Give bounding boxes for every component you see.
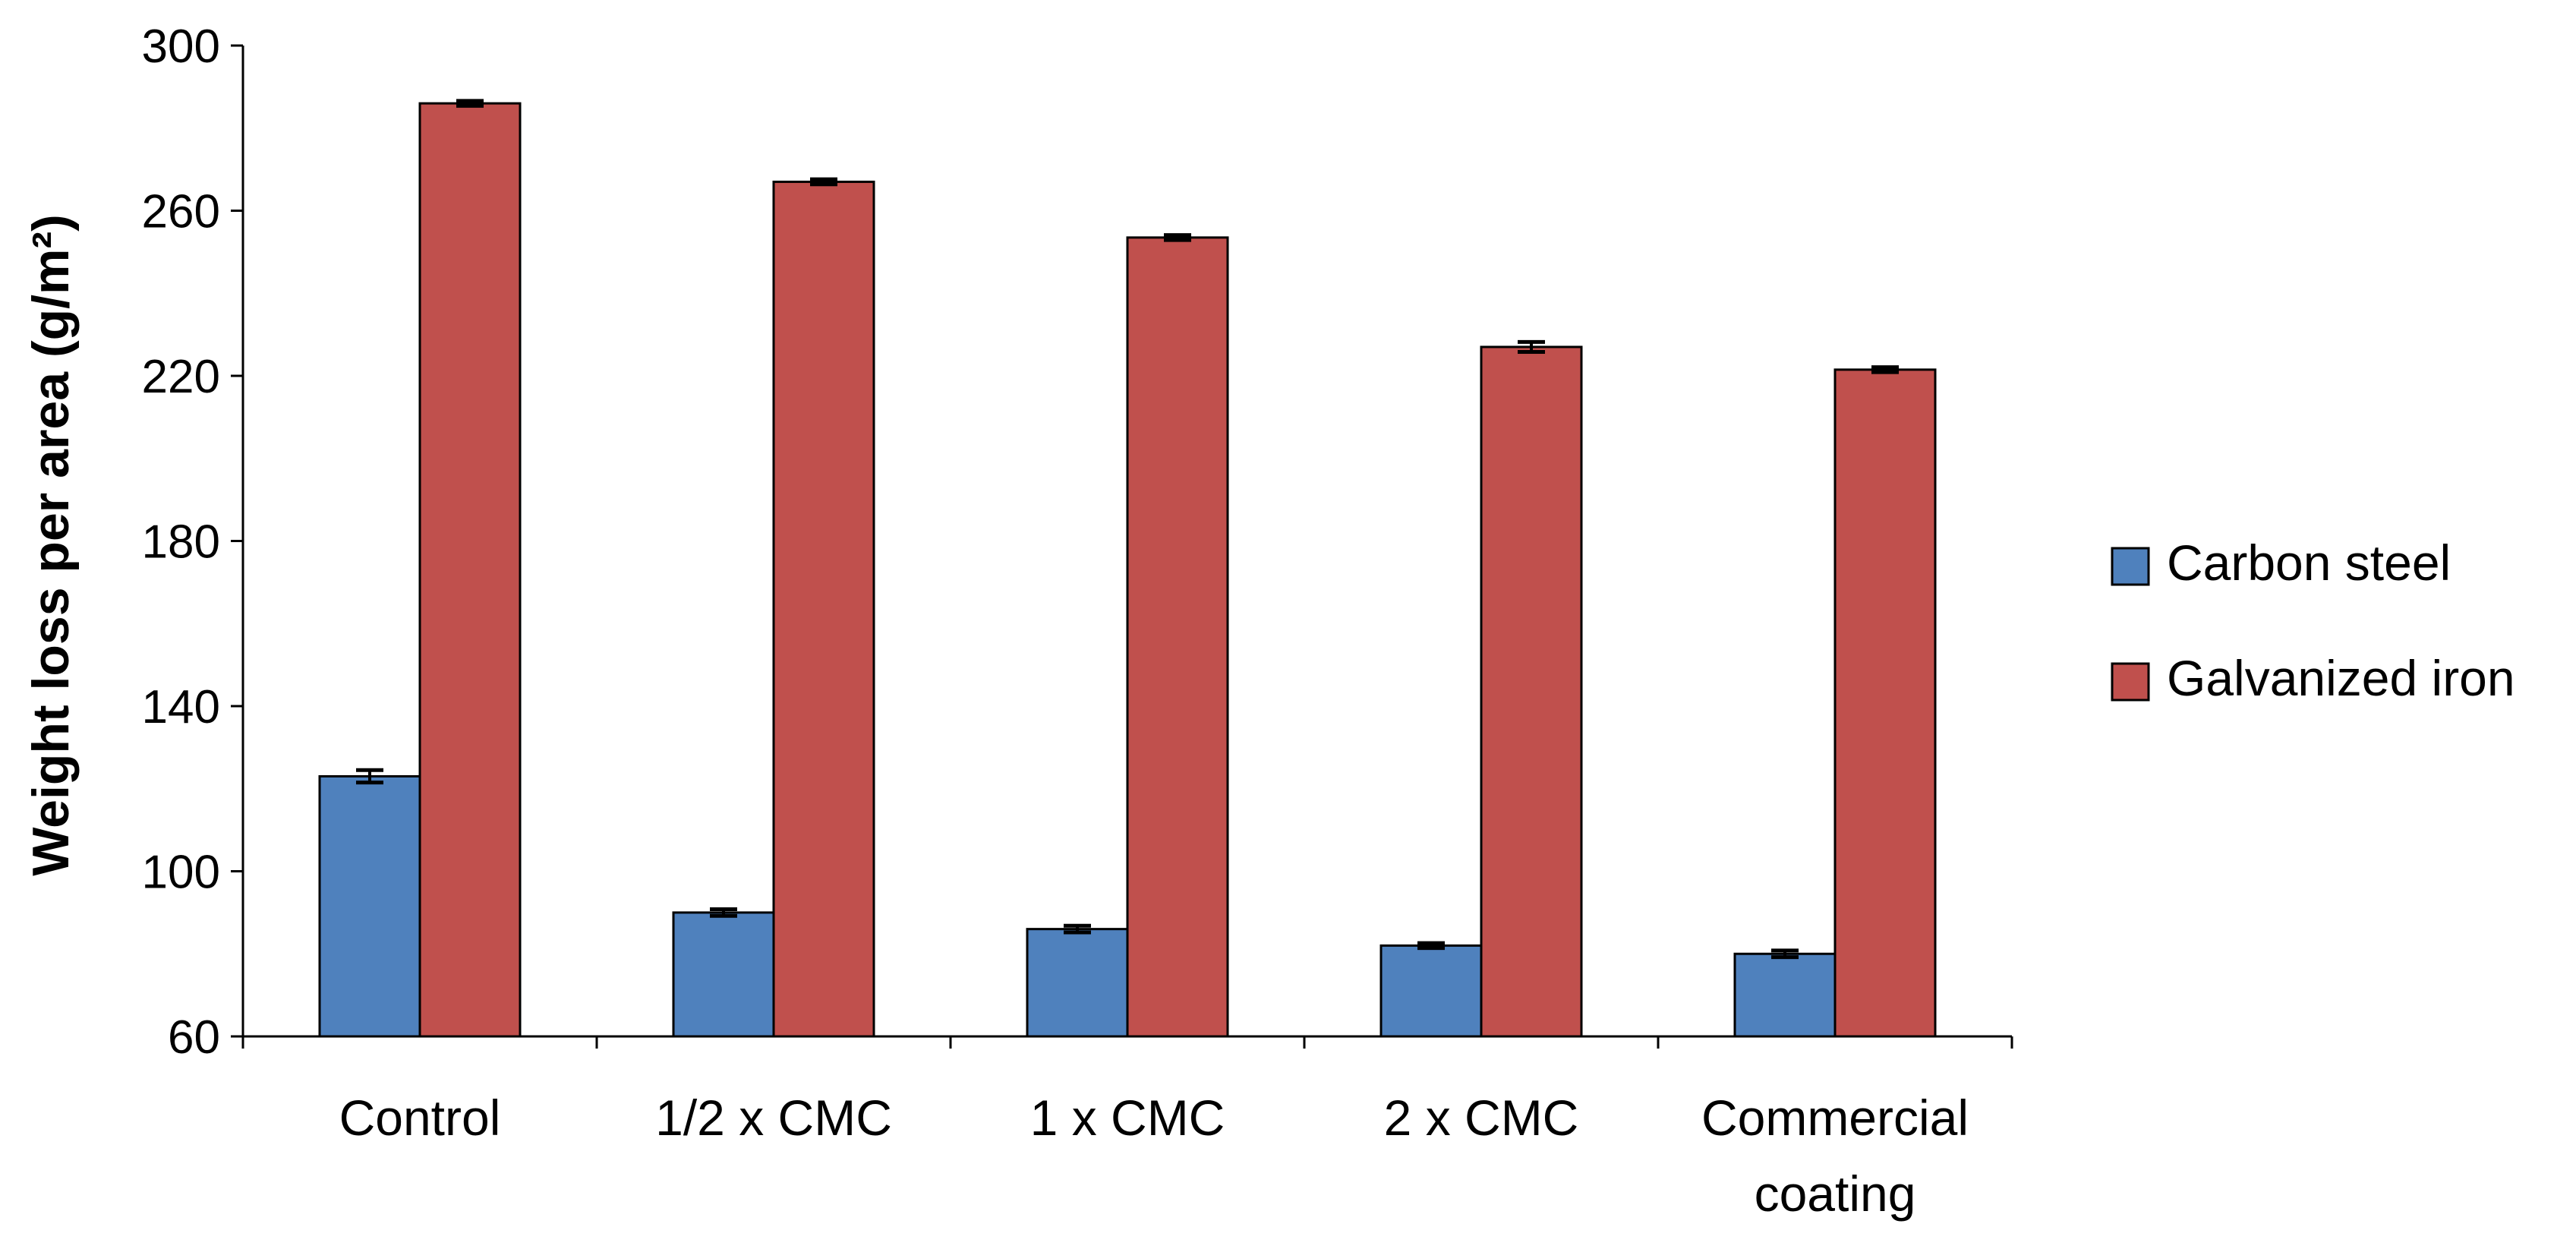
y-axis-title: Weight loss per area (g/m²) [22, 214, 80, 876]
x-tick-label: Commercial [1701, 1090, 1969, 1146]
bar [1126, 236, 1229, 1038]
y-tick-label: 60 [168, 1011, 220, 1064]
bar [418, 102, 522, 1038]
y-tick-label: 260 [142, 186, 220, 238]
legend-label: Carbon steel [2167, 535, 2451, 591]
y-tick-label: 100 [142, 847, 220, 899]
legend-swatch [2111, 547, 2150, 586]
legend-label: Galvanized iron [2167, 650, 2515, 706]
bar [772, 180, 875, 1038]
x-tick-label: 2 x CMC [1384, 1090, 1579, 1146]
bar [318, 774, 421, 1038]
x-tick-label: Control [339, 1090, 501, 1146]
y-tick-label: 220 [142, 351, 220, 403]
bar [1733, 952, 1837, 1038]
y-tick-label: 180 [142, 516, 220, 569]
x-tick-label: coating [1755, 1165, 1916, 1222]
y-tick-label: 140 [142, 681, 220, 733]
bar [1026, 928, 1129, 1038]
y-tick-label: 300 [142, 21, 220, 73]
bar [1379, 944, 1483, 1038]
bar [1833, 368, 1937, 1038]
x-tick-label: 1 x CMC [1030, 1090, 1225, 1146]
bar [672, 911, 775, 1038]
x-tick-label: 1/2 x CMC [655, 1090, 892, 1146]
legend-swatch [2111, 662, 2150, 702]
bar [1480, 345, 1583, 1038]
